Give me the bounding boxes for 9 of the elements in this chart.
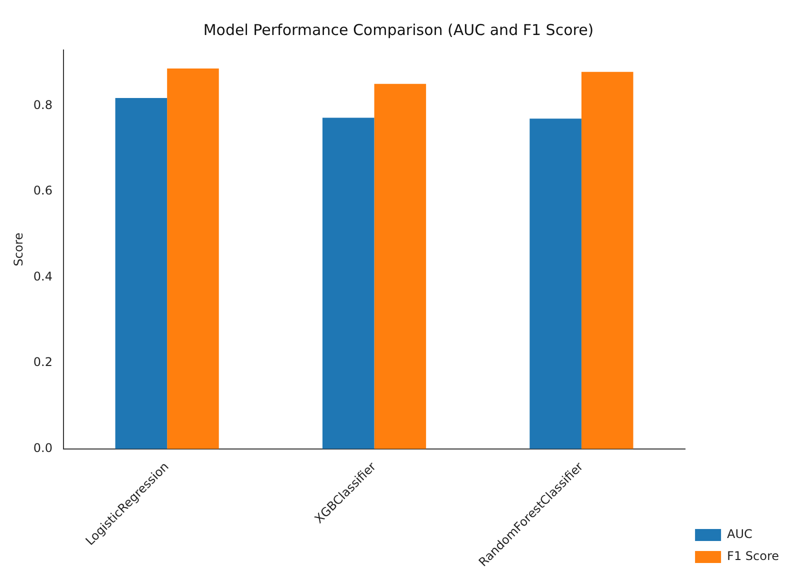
y-axis-title: Score	[11, 232, 26, 266]
y-tick-label: 0.6	[33, 184, 52, 198]
legend-label: F1 Score	[727, 549, 780, 564]
y-tick-label: 0.2	[33, 355, 52, 370]
y-tick-label: 0.4	[33, 269, 52, 284]
legend-label: AUC	[727, 527, 752, 542]
chart-title: Model Performance Comparison (AUC and F1 Score)	[203, 20, 594, 39]
y-tick-label: 0.0	[33, 441, 52, 456]
y-tick-label: 0.8	[33, 98, 52, 112]
